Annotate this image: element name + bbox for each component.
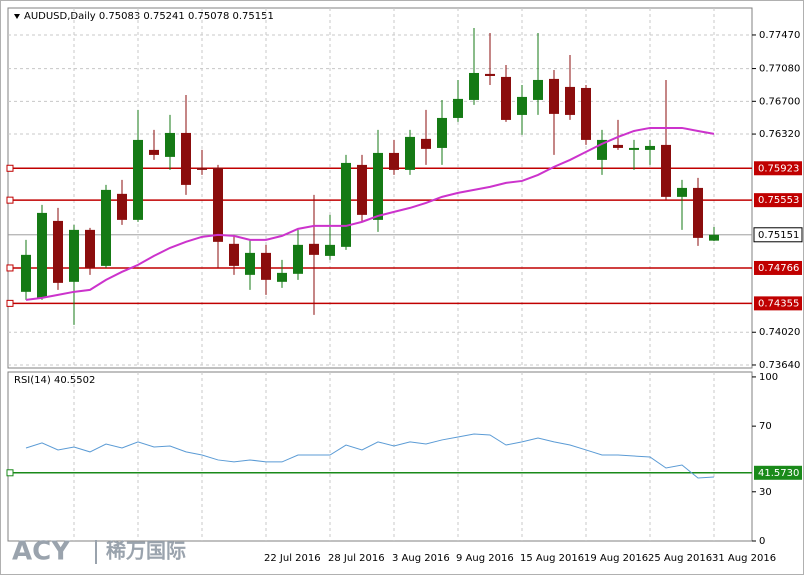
y-tick-label: 0.76320 [759,129,800,140]
level-label: 0.74766 [758,263,799,274]
y-tick-label: 70 [759,421,772,432]
level-label: 0.74355 [758,298,799,309]
y-tick-label: 0 [759,536,765,547]
x-tick-label: 22 Jul 2016 [264,553,321,564]
candle-body [245,252,255,275]
candle-body [117,193,127,220]
candle-body [21,254,31,292]
candle-body [85,229,95,268]
title-marker [14,14,20,19]
candle-body [325,244,335,256]
level-label-box [754,465,802,480]
level-label: 41.5730 [758,468,799,479]
x-tick-label: 15 Aug 2016 [520,553,584,564]
x-tick-label: 28 Jul 2016 [328,553,385,564]
rsi-panel [7,371,753,542]
candle-body [165,132,175,157]
candle-body [677,187,687,197]
x-tick-label: 19 Aug 2016 [584,553,648,564]
y-tick-label: 0.77470 [759,30,800,41]
candle-body [53,220,63,283]
x-tick-label: 25 Aug 2016 [648,553,712,564]
candle-body [373,152,383,220]
level-marker [6,164,14,172]
candle-body [469,72,479,100]
candle-body [341,162,351,247]
candle-body [453,98,463,118]
candle-body [597,139,607,160]
candle-body [613,144,623,148]
candle-body [229,243,239,266]
logo-brand: ACY [12,537,71,567]
rsi-line [25,433,715,479]
y-tick-label: 0.74020 [759,327,800,338]
y-tick-label: 100 [759,372,778,383]
candle-body [213,167,223,242]
level-marker [6,299,14,307]
candle-body [69,229,79,282]
y-tick-label: 30 [759,487,772,498]
current-price-box [753,227,803,243]
candle-body [485,73,495,76]
moving-average [25,126,715,301]
candle-body [661,144,671,197]
candle-body [389,152,399,170]
level-label-box [754,193,802,208]
candle-body [149,149,159,155]
level-label-box [754,296,802,311]
candle-body [101,189,111,266]
candle-body [533,79,543,100]
candle-body [549,78,559,114]
level-label-box [754,161,802,176]
candle-body [645,145,655,150]
candle-body [37,212,47,298]
candle-body [501,76,511,120]
candle-body [261,252,271,280]
candle-body [565,86,575,115]
candle-body [181,132,191,185]
candle-body [197,167,207,170]
candle-body [421,138,431,149]
level-label: 0.75553 [758,195,799,206]
x-tick-label: 3 Aug 2016 [392,553,450,564]
candle-body [277,272,287,282]
candle-body [581,87,591,140]
y-tick-label: 0.76700 [759,96,800,107]
x-tick-label: 9 Aug 2016 [456,553,514,564]
logo-name: 稀万国际 [106,539,186,563]
y-tick-label: 0.73640 [759,360,800,371]
candle-body [309,243,319,255]
rsi-title: RSI(14) 40.5502 [14,375,95,386]
level-label: 0.75923 [758,163,799,174]
candle-body [293,244,303,274]
candle-body [517,96,527,115]
current-price-label: 0.75151 [758,230,799,241]
x-tick-label: 31 Aug 2016 [712,553,776,564]
candle-body [357,164,367,215]
level-label-box [754,260,802,275]
level-marker [6,469,14,477]
level-marker [6,196,14,204]
candle-body [709,234,719,241]
candle-body [693,187,703,238]
candle-body [629,147,639,150]
y-tick-label: 0.77080 [759,64,800,75]
candle-body [133,139,143,220]
candle-body [437,117,447,148]
chart-title: AUDUSD,Daily 0.75083 0.75241 0.75078 0.7… [24,11,274,22]
level-marker [6,264,14,272]
candle-body [405,136,415,170]
